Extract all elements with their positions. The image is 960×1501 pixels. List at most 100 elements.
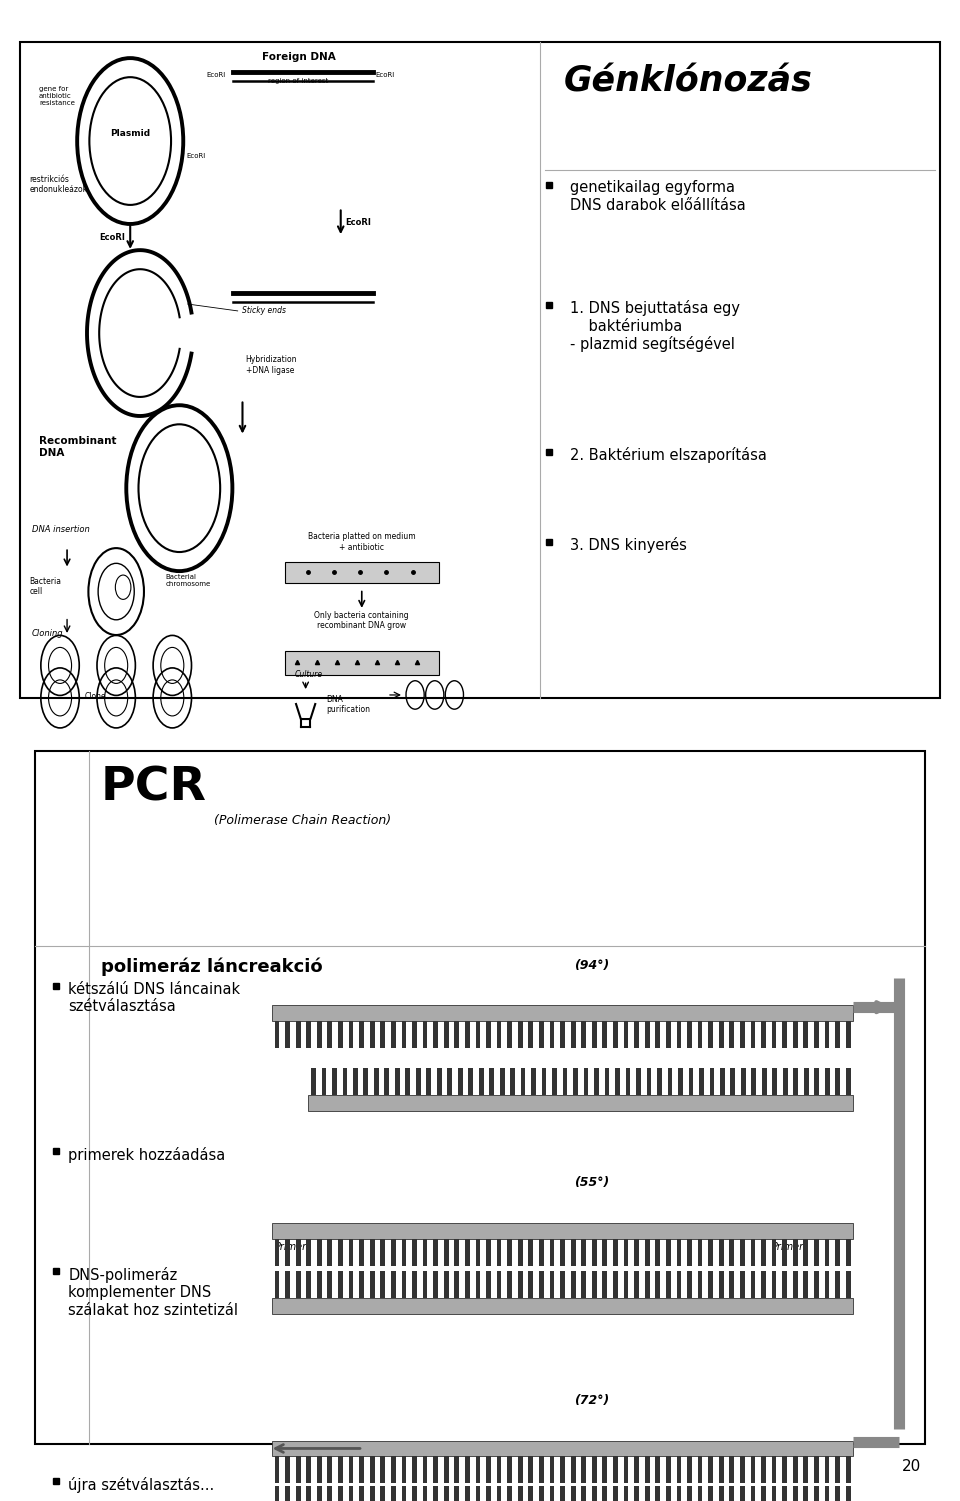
Bar [507,1238,512,1265]
Text: DNA insertion: DNA insertion [32,525,89,534]
Bar [507,1486,512,1501]
Bar [338,1021,343,1048]
Bar [782,1486,787,1501]
Bar [496,1238,501,1265]
Bar [761,1456,766,1483]
Bar [751,1456,756,1483]
Bar [433,1021,438,1048]
Bar [793,1271,798,1298]
Bar [275,1271,279,1298]
Bar [624,1486,629,1501]
Bar [698,1456,703,1483]
Bar [380,1486,385,1501]
Bar [740,1021,745,1048]
Bar [804,1486,808,1501]
Bar [444,1238,448,1265]
Bar [605,1069,610,1096]
Bar [285,1486,290,1501]
Bar [656,1456,660,1483]
Text: PCR: PCR [101,766,206,811]
Bar [520,1069,525,1096]
Bar [332,1069,337,1096]
Bar [285,1456,290,1483]
Bar [412,1238,417,1265]
Bar [550,1021,554,1048]
Text: EcoRI: EcoRI [206,72,226,78]
Bar [677,1021,682,1048]
Bar [370,1456,374,1483]
Bar [740,1271,745,1298]
Bar [422,1238,427,1265]
Bar [719,1238,724,1265]
Bar [416,1069,420,1096]
Text: EcoRI: EcoRI [186,153,205,159]
Text: region of interest: region of interest [269,78,328,84]
Bar [688,1069,693,1096]
Bar [496,1271,501,1298]
Bar [437,1069,442,1096]
Bar [846,1238,851,1265]
Bar [380,1238,385,1265]
Text: Culture: Culture [295,671,323,680]
Bar [380,1021,385,1048]
Bar [496,1456,501,1483]
Bar [496,1021,501,1048]
Bar [666,1271,671,1298]
Bar [401,1021,406,1048]
Bar [539,1456,543,1483]
Bar [486,1021,491,1048]
Bar [772,1238,777,1265]
Text: Bacteria platted on medium
+ antibiotic: Bacteria platted on medium + antibiotic [308,533,416,552]
Bar [730,1456,734,1483]
Bar [793,1238,798,1265]
Bar [306,1238,311,1265]
Bar [636,1069,641,1096]
Bar [751,1486,756,1501]
Bar [517,1456,522,1483]
Bar [615,1069,620,1096]
Bar [719,1486,724,1501]
Bar [677,1271,682,1298]
Bar [793,1021,798,1048]
Bar [573,1069,578,1096]
Bar [699,1069,704,1096]
Bar [517,1021,522,1048]
Bar [422,1271,427,1298]
Bar [730,1238,734,1265]
Bar [708,1021,713,1048]
Bar [35,750,925,1444]
Bar [645,1238,650,1265]
Bar [296,1486,300,1501]
Bar [348,1021,353,1048]
Bar [359,1021,364,1048]
Bar [539,1486,543,1501]
Text: Cloning: Cloning [32,629,63,638]
Bar [814,1238,819,1265]
Bar [272,1223,853,1238]
Text: (72°): (72°) [574,1394,609,1406]
Bar [444,1456,448,1483]
Text: Primer: Primer [275,1241,306,1252]
Bar [359,1486,364,1501]
Bar [552,1069,557,1096]
Bar [624,1021,629,1048]
Bar [561,1456,564,1483]
Bar [635,1021,639,1048]
Bar [285,1021,290,1048]
Bar [825,1069,829,1096]
Bar [539,1021,543,1048]
Bar [561,1238,564,1265]
Bar [626,1069,631,1096]
Bar [531,1069,536,1096]
Bar [338,1238,343,1265]
Bar [422,1456,427,1483]
Bar [359,1456,364,1483]
Bar [306,1456,311,1483]
Bar [272,1298,853,1313]
Bar [846,1486,851,1501]
Bar [804,1238,808,1265]
Text: (Polimerase Chain Reaction): (Polimerase Chain Reaction) [214,814,392,827]
Bar [475,1238,480,1265]
Text: (55°): (55°) [574,1177,609,1189]
Text: 3. DNS kinyerés: 3. DNS kinyerés [570,537,687,554]
